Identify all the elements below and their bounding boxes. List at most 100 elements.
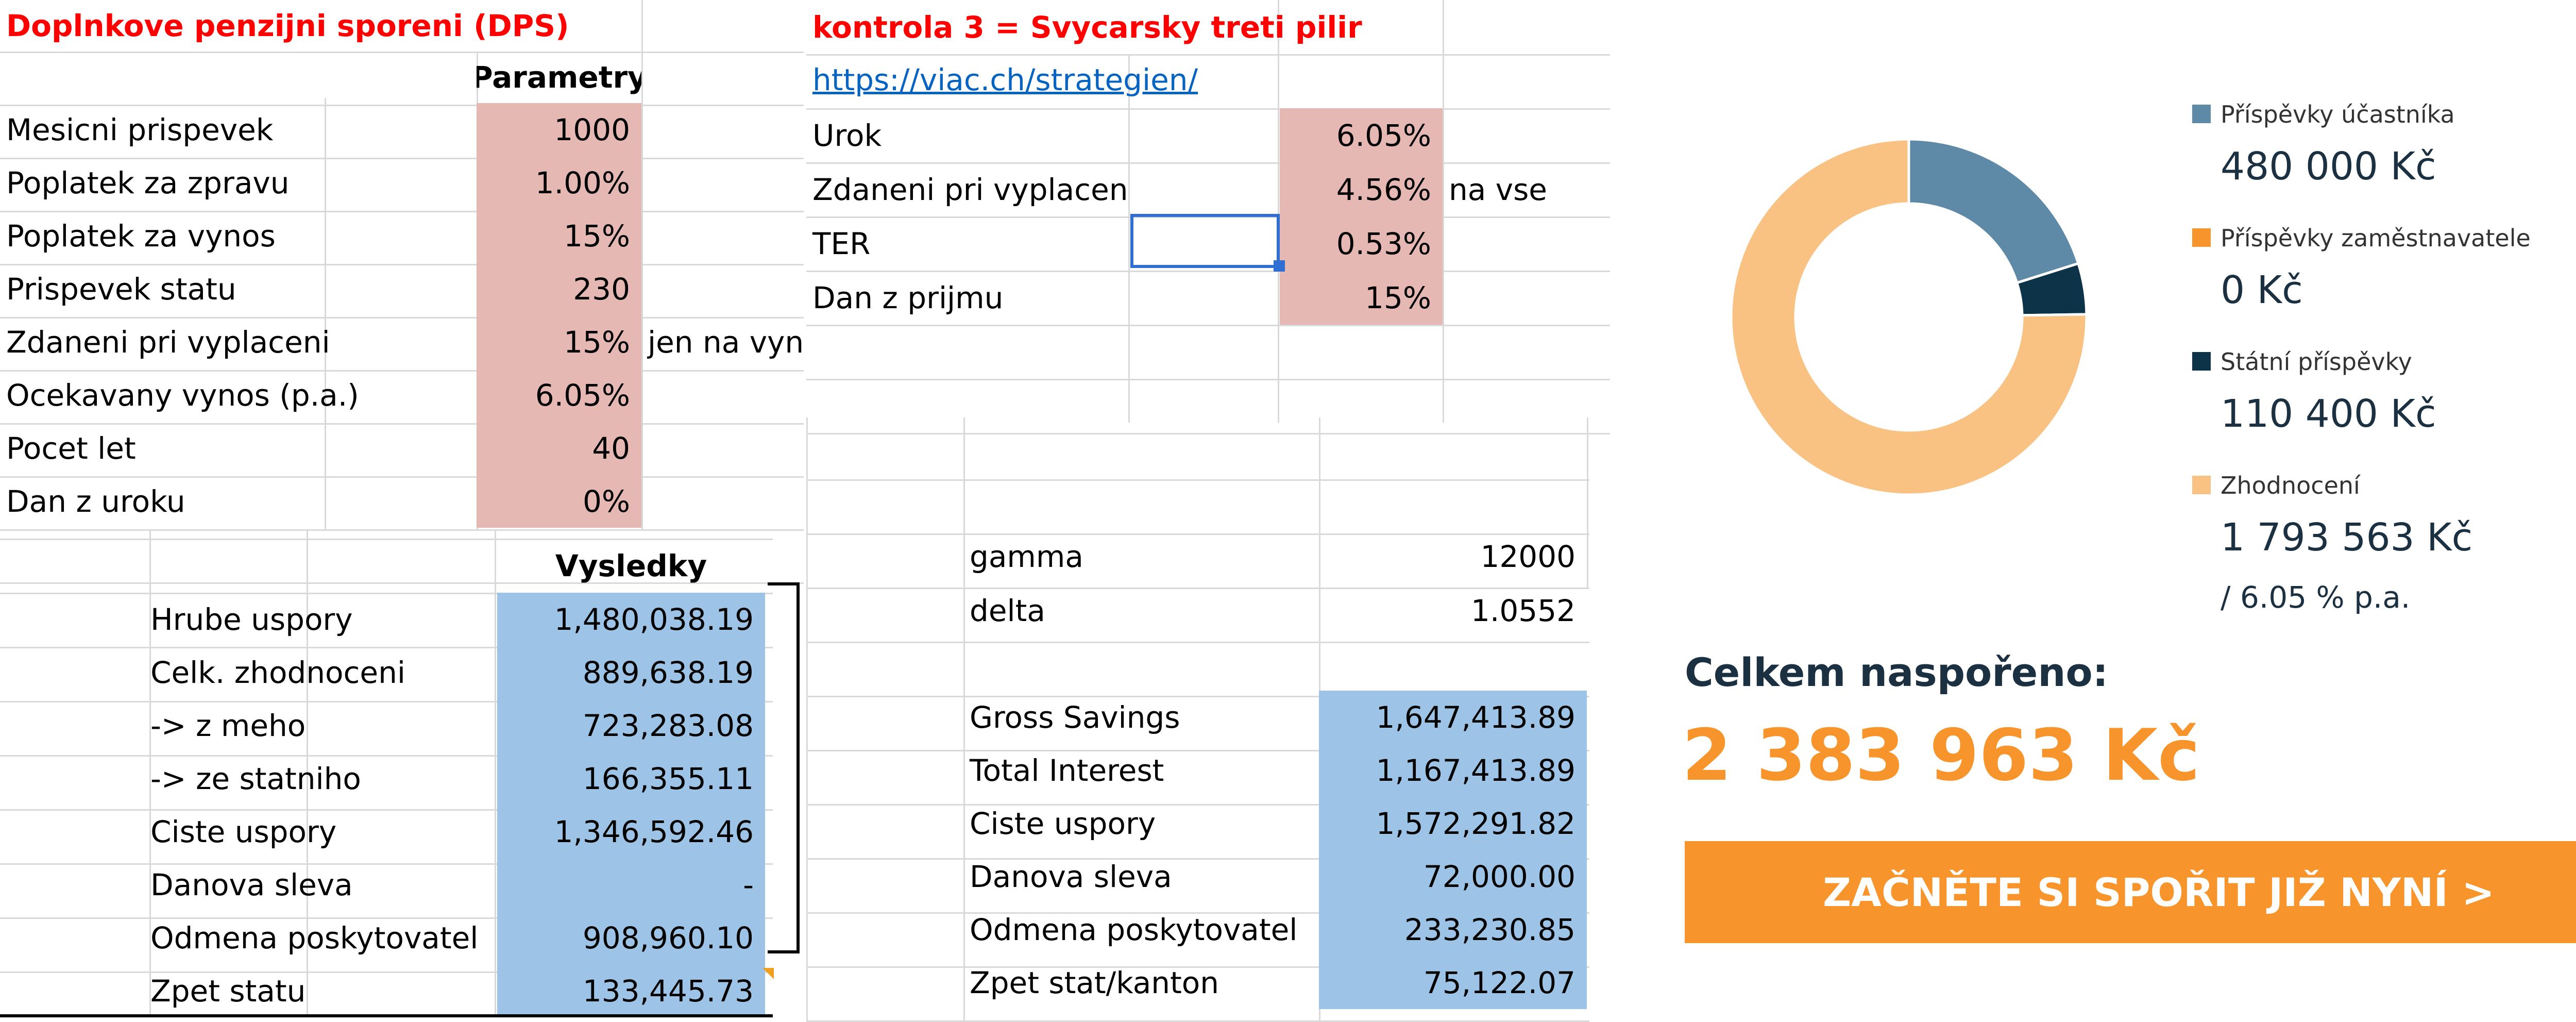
swiss-result-value[interactable]: 233,230.85 (1319, 903, 1587, 956)
grid-line (0, 264, 804, 265)
grid-line (806, 325, 1610, 326)
grid-line (806, 271, 1610, 272)
param-value[interactable]: 1000 (477, 103, 641, 156)
grid-line (0, 701, 773, 702)
selected-cell[interactable] (1130, 214, 1280, 268)
legend-value: 1 793 563 Kč (2221, 515, 2473, 560)
result-value[interactable]: 133,445.73 (497, 964, 765, 1017)
bracket-top (768, 582, 799, 585)
params-header: Parametry (477, 60, 641, 95)
grid-line (806, 54, 1610, 56)
grid-line (806, 804, 1589, 806)
param-value[interactable]: 0% (477, 475, 641, 528)
swiss-param-label: Zdaneni pri vyplaceni (812, 172, 1126, 207)
grid-line (806, 588, 1589, 589)
bracket-bottom (768, 950, 799, 953)
grid-line (806, 858, 1589, 860)
gamma-value: 12000 (1480, 539, 1575, 574)
result-value[interactable]: 1,480,038.19 (497, 593, 765, 646)
swiss-param-value[interactable]: 15% (1280, 271, 1443, 325)
legend-value: 480 000 Kč (2221, 144, 2436, 189)
param-label: Zdaneni pri vyplaceni (6, 324, 330, 360)
legend-swatch-icon (2192, 105, 2211, 123)
result-value[interactable]: 166,355.11 (497, 752, 765, 805)
grid-line (1128, 54, 1130, 423)
result-label: Hrube uspory (150, 601, 353, 637)
grid-line (0, 317, 804, 319)
grid-line (0, 971, 773, 973)
bottom-border (0, 1014, 773, 1017)
result-value[interactable]: 723,283.08 (497, 699, 765, 752)
grid-line (1443, 0, 1444, 423)
bracket-side (796, 582, 800, 953)
grid-line (0, 370, 804, 372)
grid-line (0, 529, 804, 531)
param-label: Poplatek za zpravu (6, 165, 290, 200)
swiss-param-value[interactable]: 0.53% (1280, 216, 1443, 271)
swiss-param-label: TER (812, 226, 871, 261)
grid-line (806, 696, 1589, 697)
swiss-param-note: na vse (1449, 172, 1547, 207)
grid-line (806, 216, 1610, 218)
swiss-param-label: Urok (812, 118, 882, 153)
comment-indicator-icon (762, 968, 774, 979)
param-value[interactable]: 1.00% (477, 156, 641, 209)
swiss-result-value[interactable]: 1,167,413.89 (1319, 744, 1587, 797)
legend-name: Státní příspěvky (2221, 348, 2412, 376)
swiss-param-value[interactable]: 6.05% (1280, 108, 1443, 162)
swiss-result-label: Zpet stat/kanton (970, 965, 1219, 1000)
grid-line (0, 423, 804, 425)
start-saving-button[interactable]: ZAČNĚTE SI SPOŘIT JIŽ NYNÍ > (1685, 841, 2576, 943)
param-value[interactable]: 230 (477, 262, 641, 315)
param-note: jen na vyn (648, 324, 804, 360)
param-label: Ocekavany vynos (p.a.) (6, 377, 359, 413)
result-value[interactable]: - (497, 858, 765, 911)
param-value[interactable]: 15% (477, 209, 641, 262)
param-label: Poplatek za vynos (6, 218, 276, 254)
grid-line (806, 750, 1589, 751)
grid-line (0, 582, 804, 584)
result-value[interactable]: 1,346,592.46 (497, 805, 765, 858)
result-label: Odmena poskytovatel (150, 920, 479, 956)
fill-handle[interactable] (1274, 260, 1285, 272)
result-label: Celk. zhodnoceni (150, 655, 405, 690)
param-label: Mesicni prispevek (6, 112, 274, 147)
result-value[interactable]: 908,960.10 (497, 911, 765, 964)
result-label: Ciste uspory (150, 814, 337, 849)
swiss-result-value[interactable]: 1,647,413.89 (1319, 691, 1587, 744)
legend-value: 110 400 Kč (2221, 392, 2436, 436)
param-value[interactable]: 15% (477, 315, 641, 368)
legend-name: Příspěvky účastníka (2221, 100, 2455, 128)
grid-line (806, 533, 1589, 535)
grid-line (806, 479, 1589, 481)
swiss-link[interactable]: https://viac.ch/strategien/ (812, 62, 1198, 97)
param-value[interactable]: 6.05% (477, 368, 641, 422)
swiss-result-value[interactable]: 75,122.07 (1319, 956, 1587, 1009)
legend-name: Zhodnocení (2221, 472, 2360, 499)
swiss-result-value[interactable]: 1,572,291.82 (1319, 797, 1587, 850)
gamma-label: gamma (970, 539, 1083, 574)
legend-value: 0 Kč (2221, 268, 2303, 312)
swiss-result-label: Odmena poskytovatel (970, 912, 1298, 947)
grid-line (963, 417, 965, 1020)
total-value: 2 383 963 Kč (1682, 714, 2200, 797)
rate-note: / 6.05 % p.a. (2221, 580, 2411, 615)
grid-line (0, 809, 773, 811)
swiss-param-value[interactable]: 4.56% (1280, 162, 1443, 216)
result-value[interactable]: 889,638.19 (497, 646, 765, 699)
legend-swatch-icon (2192, 352, 2211, 371)
swiss-result-value[interactable]: 72,000.00 (1319, 850, 1587, 903)
grid-line (0, 211, 804, 212)
grid-line (0, 105, 804, 106)
swiss-result-label: Gross Savings (970, 699, 1180, 735)
grid-line (0, 539, 773, 540)
grid-line (0, 647, 773, 648)
grid-line (806, 162, 1610, 164)
param-value[interactable]: 40 (477, 422, 641, 475)
grid-line (806, 108, 1610, 110)
swiss-title: kontrola 3 = Svycarsky treti pilir (812, 9, 1362, 45)
results-header: Vysledky (555, 548, 707, 583)
swiss-result-label: Total Interest (970, 752, 1164, 788)
legend-swatch-icon (2192, 228, 2211, 247)
donut-slice (1907, 138, 2080, 284)
